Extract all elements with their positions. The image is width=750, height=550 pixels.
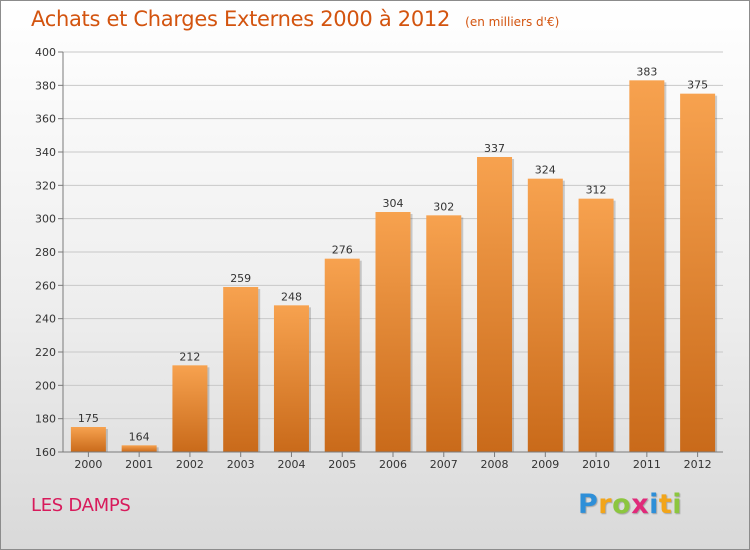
bars: 175 164 212 259 248 276 304 302 337 324 312 383 375 (70, 65, 718, 453)
bar-value-label: 302 (433, 200, 454, 213)
bar-value-label: 175 (78, 412, 99, 425)
x-tick-label: 2012 (684, 458, 712, 471)
x-tick-label: 2000 (74, 458, 102, 471)
y-tick-label: 220 (35, 346, 56, 359)
bar-value-label: 304 (383, 197, 404, 210)
bar (324, 258, 360, 452)
y-tick-label: 400 (35, 46, 56, 59)
y-tick-label: 200 (35, 379, 56, 392)
y-tick-label: 180 (35, 413, 56, 426)
brand-letter: r (598, 489, 613, 520)
y-tick-label: 260 (35, 279, 56, 292)
x-tick-label: 2011 (633, 458, 661, 471)
bar (426, 215, 462, 452)
bar (223, 287, 259, 452)
bar-value-label: 324 (535, 164, 556, 177)
x-tick-label: 2002 (176, 458, 204, 471)
bar-value-label: 276 (332, 244, 353, 257)
y-tick-label: 360 (35, 113, 56, 126)
brand-letter: o (612, 489, 632, 520)
bar (375, 212, 411, 452)
bar (527, 178, 563, 452)
title-row: Achats et Charges Externes 2000 à 2012 (… (31, 7, 559, 31)
bar-value-label: 383 (636, 65, 657, 78)
bar (70, 427, 106, 452)
brand-letter: P (578, 489, 599, 520)
bar-value-label: 164 (129, 430, 150, 443)
bar-value-label: 312 (586, 184, 607, 197)
x-tick-label: 2009 (531, 458, 559, 471)
brand-letter: t (658, 489, 673, 520)
x-tick-label: 2003 (227, 458, 255, 471)
bar-value-label: 248 (281, 290, 302, 303)
y-tick-label: 160 (35, 446, 56, 459)
bar (273, 305, 309, 452)
x-tick-label: 2004 (277, 458, 305, 471)
x-tick-label: 2007 (430, 458, 458, 471)
x-tick-label: 2005 (328, 458, 356, 471)
brand-letter: i (672, 489, 683, 520)
y-tick-label: 280 (35, 246, 56, 259)
y-tick-label: 320 (35, 179, 56, 192)
y-tick-label: 380 (35, 79, 56, 92)
bar-value-label: 259 (230, 272, 251, 285)
bar-value-label: 337 (484, 142, 505, 155)
x-tick-label: 2006 (379, 458, 407, 471)
x-tick-label: 2001 (125, 458, 153, 471)
x-tick-label: 2008 (481, 458, 509, 471)
place-name: LES DAMPS (31, 495, 131, 516)
bar-value-label: 212 (179, 350, 200, 363)
bar (578, 198, 614, 452)
bar-value-label: 375 (687, 79, 708, 92)
chart-title: Achats et Charges Externes 2000 à 2012 (31, 7, 451, 31)
y-tick-label: 340 (35, 146, 56, 159)
brand-letter: i (649, 489, 659, 520)
axes: 160 180 200 220 240 260 280 300 320 340 360 380 400 2… (35, 46, 723, 471)
bar (172, 365, 208, 452)
bar (680, 93, 716, 453)
y-tick-label: 300 (35, 213, 56, 226)
bar (121, 445, 157, 452)
bar (629, 80, 665, 452)
brand-letter: x (631, 489, 650, 520)
chart-subtitle: (en milliers d'€) (465, 15, 560, 29)
y-tick-label: 240 (35, 313, 56, 326)
x-tick-label: 2010 (582, 458, 610, 471)
brand-logo: Proxiti (578, 489, 682, 520)
bar (477, 157, 513, 452)
